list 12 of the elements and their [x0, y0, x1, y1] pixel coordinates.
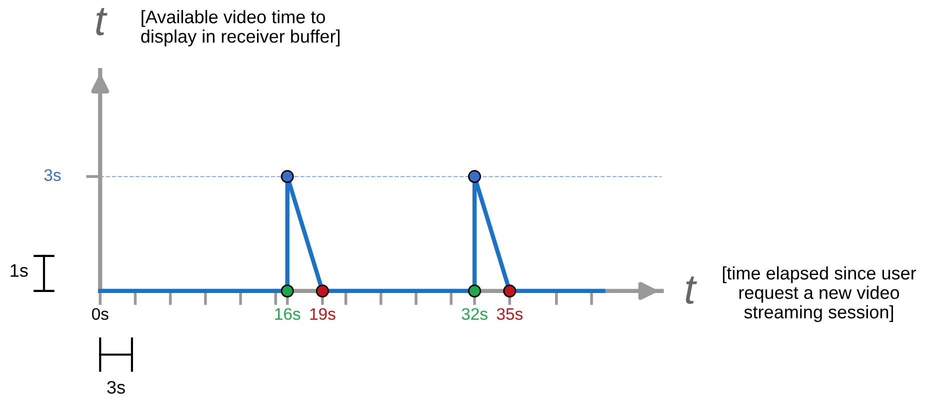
y-axis-title: t [96, 8, 108, 36]
x-tick-label: 19s [310, 308, 336, 320]
annotation: 3s [44, 169, 61, 182]
x-axis-title: t [686, 276, 698, 304]
text: 3s [107, 380, 125, 394]
x-tick-label: 32s [462, 308, 488, 320]
x-tick-label: 16s [275, 308, 300, 320]
text: 1s [10, 264, 28, 277]
text: [time elapsed since user request a new video streaming session] [722, 266, 916, 322]
text: [Available video time to display in receiver buffer] [141, 10, 340, 46]
x-tick-label: 35s [496, 308, 522, 320]
x-tick-label: 0s [92, 308, 108, 320]
